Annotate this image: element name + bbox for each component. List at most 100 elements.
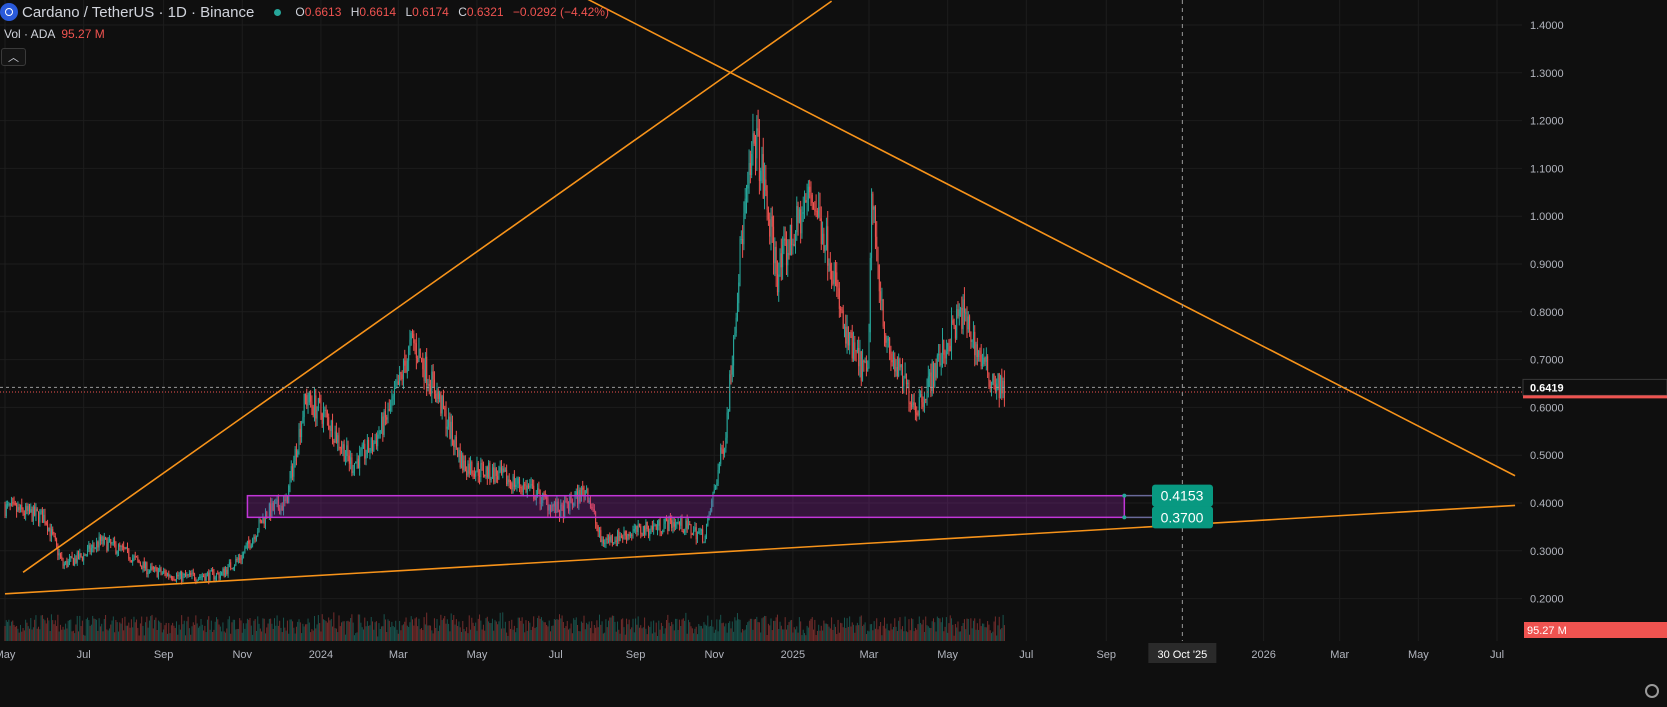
candle[interactable] — [419, 348, 421, 358]
candle[interactable] — [571, 502, 573, 505]
candle[interactable] — [366, 439, 368, 455]
candle[interactable] — [379, 430, 381, 435]
candle[interactable] — [177, 574, 179, 577]
candle[interactable] — [613, 542, 615, 544]
candle[interactable] — [22, 509, 24, 514]
candle[interactable] — [127, 547, 129, 549]
candle[interactable] — [137, 557, 139, 561]
candle[interactable] — [935, 363, 937, 378]
candle[interactable] — [19, 504, 21, 511]
candle[interactable] — [680, 518, 682, 526]
candle[interactable] — [70, 556, 72, 559]
candle[interactable] — [818, 207, 820, 217]
candle[interactable] — [549, 504, 551, 512]
candle[interactable] — [555, 501, 557, 513]
candle[interactable] — [464, 460, 466, 471]
candle[interactable] — [298, 428, 300, 452]
candle[interactable] — [472, 473, 474, 475]
candle[interactable] — [498, 471, 500, 480]
candle[interactable] — [871, 193, 873, 258]
candle[interactable] — [724, 447, 726, 454]
candle[interactable] — [230, 562, 232, 569]
candle[interactable] — [828, 263, 830, 266]
candle[interactable] — [248, 540, 250, 544]
candle[interactable] — [749, 162, 751, 176]
candle[interactable] — [730, 374, 732, 376]
candle[interactable] — [359, 450, 361, 469]
candle[interactable] — [413, 333, 415, 343]
candle[interactable] — [288, 485, 290, 504]
candle[interactable] — [957, 309, 959, 317]
candle[interactable] — [568, 504, 570, 512]
candle[interactable] — [115, 544, 117, 554]
candle[interactable] — [328, 417, 330, 429]
candle[interactable] — [231, 568, 233, 570]
candle[interactable] — [310, 391, 312, 402]
candle[interactable] — [873, 206, 875, 210]
candle[interactable] — [145, 562, 147, 569]
candle[interactable] — [5, 504, 7, 517]
candle[interactable] — [208, 572, 210, 581]
candle[interactable] — [654, 524, 656, 526]
candle[interactable] — [770, 216, 772, 237]
candle[interactable] — [368, 439, 370, 453]
candle[interactable] — [39, 512, 41, 523]
candle[interactable] — [347, 445, 349, 456]
candle[interactable] — [1003, 380, 1005, 401]
candle[interactable] — [827, 226, 829, 266]
candle[interactable] — [195, 579, 197, 582]
candle[interactable] — [895, 366, 897, 372]
candle[interactable] — [173, 579, 175, 581]
candle[interactable] — [778, 274, 780, 293]
candle[interactable] — [409, 339, 411, 347]
collapse-legend-button[interactable]: ︿ — [1, 48, 26, 66]
candle[interactable] — [18, 507, 20, 511]
candle[interactable] — [892, 357, 894, 363]
candle[interactable] — [684, 529, 686, 533]
candle[interactable] — [479, 475, 481, 478]
candle[interactable] — [459, 450, 461, 468]
candle[interactable] — [133, 556, 135, 559]
candle[interactable] — [186, 574, 188, 576]
candle[interactable] — [94, 547, 96, 549]
candle[interactable] — [631, 534, 633, 536]
candle[interactable] — [669, 516, 671, 521]
candle[interactable] — [36, 508, 38, 512]
candle[interactable] — [110, 538, 112, 544]
candle[interactable] — [690, 524, 692, 534]
candle[interactable] — [164, 571, 166, 573]
candle[interactable] — [591, 507, 593, 509]
candle[interactable] — [720, 447, 722, 464]
candle[interactable] — [395, 387, 397, 389]
candle[interactable] — [903, 378, 905, 387]
candle[interactable] — [152, 567, 154, 569]
candle[interactable] — [485, 466, 487, 476]
candle[interactable] — [183, 574, 185, 576]
candle[interactable] — [423, 369, 425, 381]
candle[interactable] — [356, 458, 358, 463]
candle[interactable] — [756, 128, 758, 159]
candle[interactable] — [142, 561, 144, 570]
candle[interactable] — [807, 186, 809, 200]
candle[interactable] — [675, 523, 677, 527]
candle[interactable] — [369, 451, 371, 453]
candle[interactable] — [441, 396, 443, 414]
candle[interactable] — [89, 545, 91, 553]
candle[interactable] — [225, 569, 227, 576]
candle[interactable] — [609, 536, 611, 542]
candle[interactable] — [129, 558, 131, 561]
candle[interactable] — [72, 558, 74, 566]
candle[interactable] — [886, 340, 888, 343]
candle[interactable] — [836, 272, 838, 287]
candle[interactable] — [40, 510, 42, 513]
candle[interactable] — [535, 495, 537, 500]
candle[interactable] — [993, 373, 995, 386]
candle[interactable] — [490, 478, 492, 480]
candle[interactable] — [521, 487, 523, 492]
candle[interactable] — [952, 320, 954, 324]
candle[interactable] — [9, 503, 11, 506]
candle[interactable] — [426, 356, 428, 386]
candle[interactable] — [210, 570, 212, 572]
candle[interactable] — [890, 353, 892, 360]
candle[interactable] — [909, 403, 911, 405]
